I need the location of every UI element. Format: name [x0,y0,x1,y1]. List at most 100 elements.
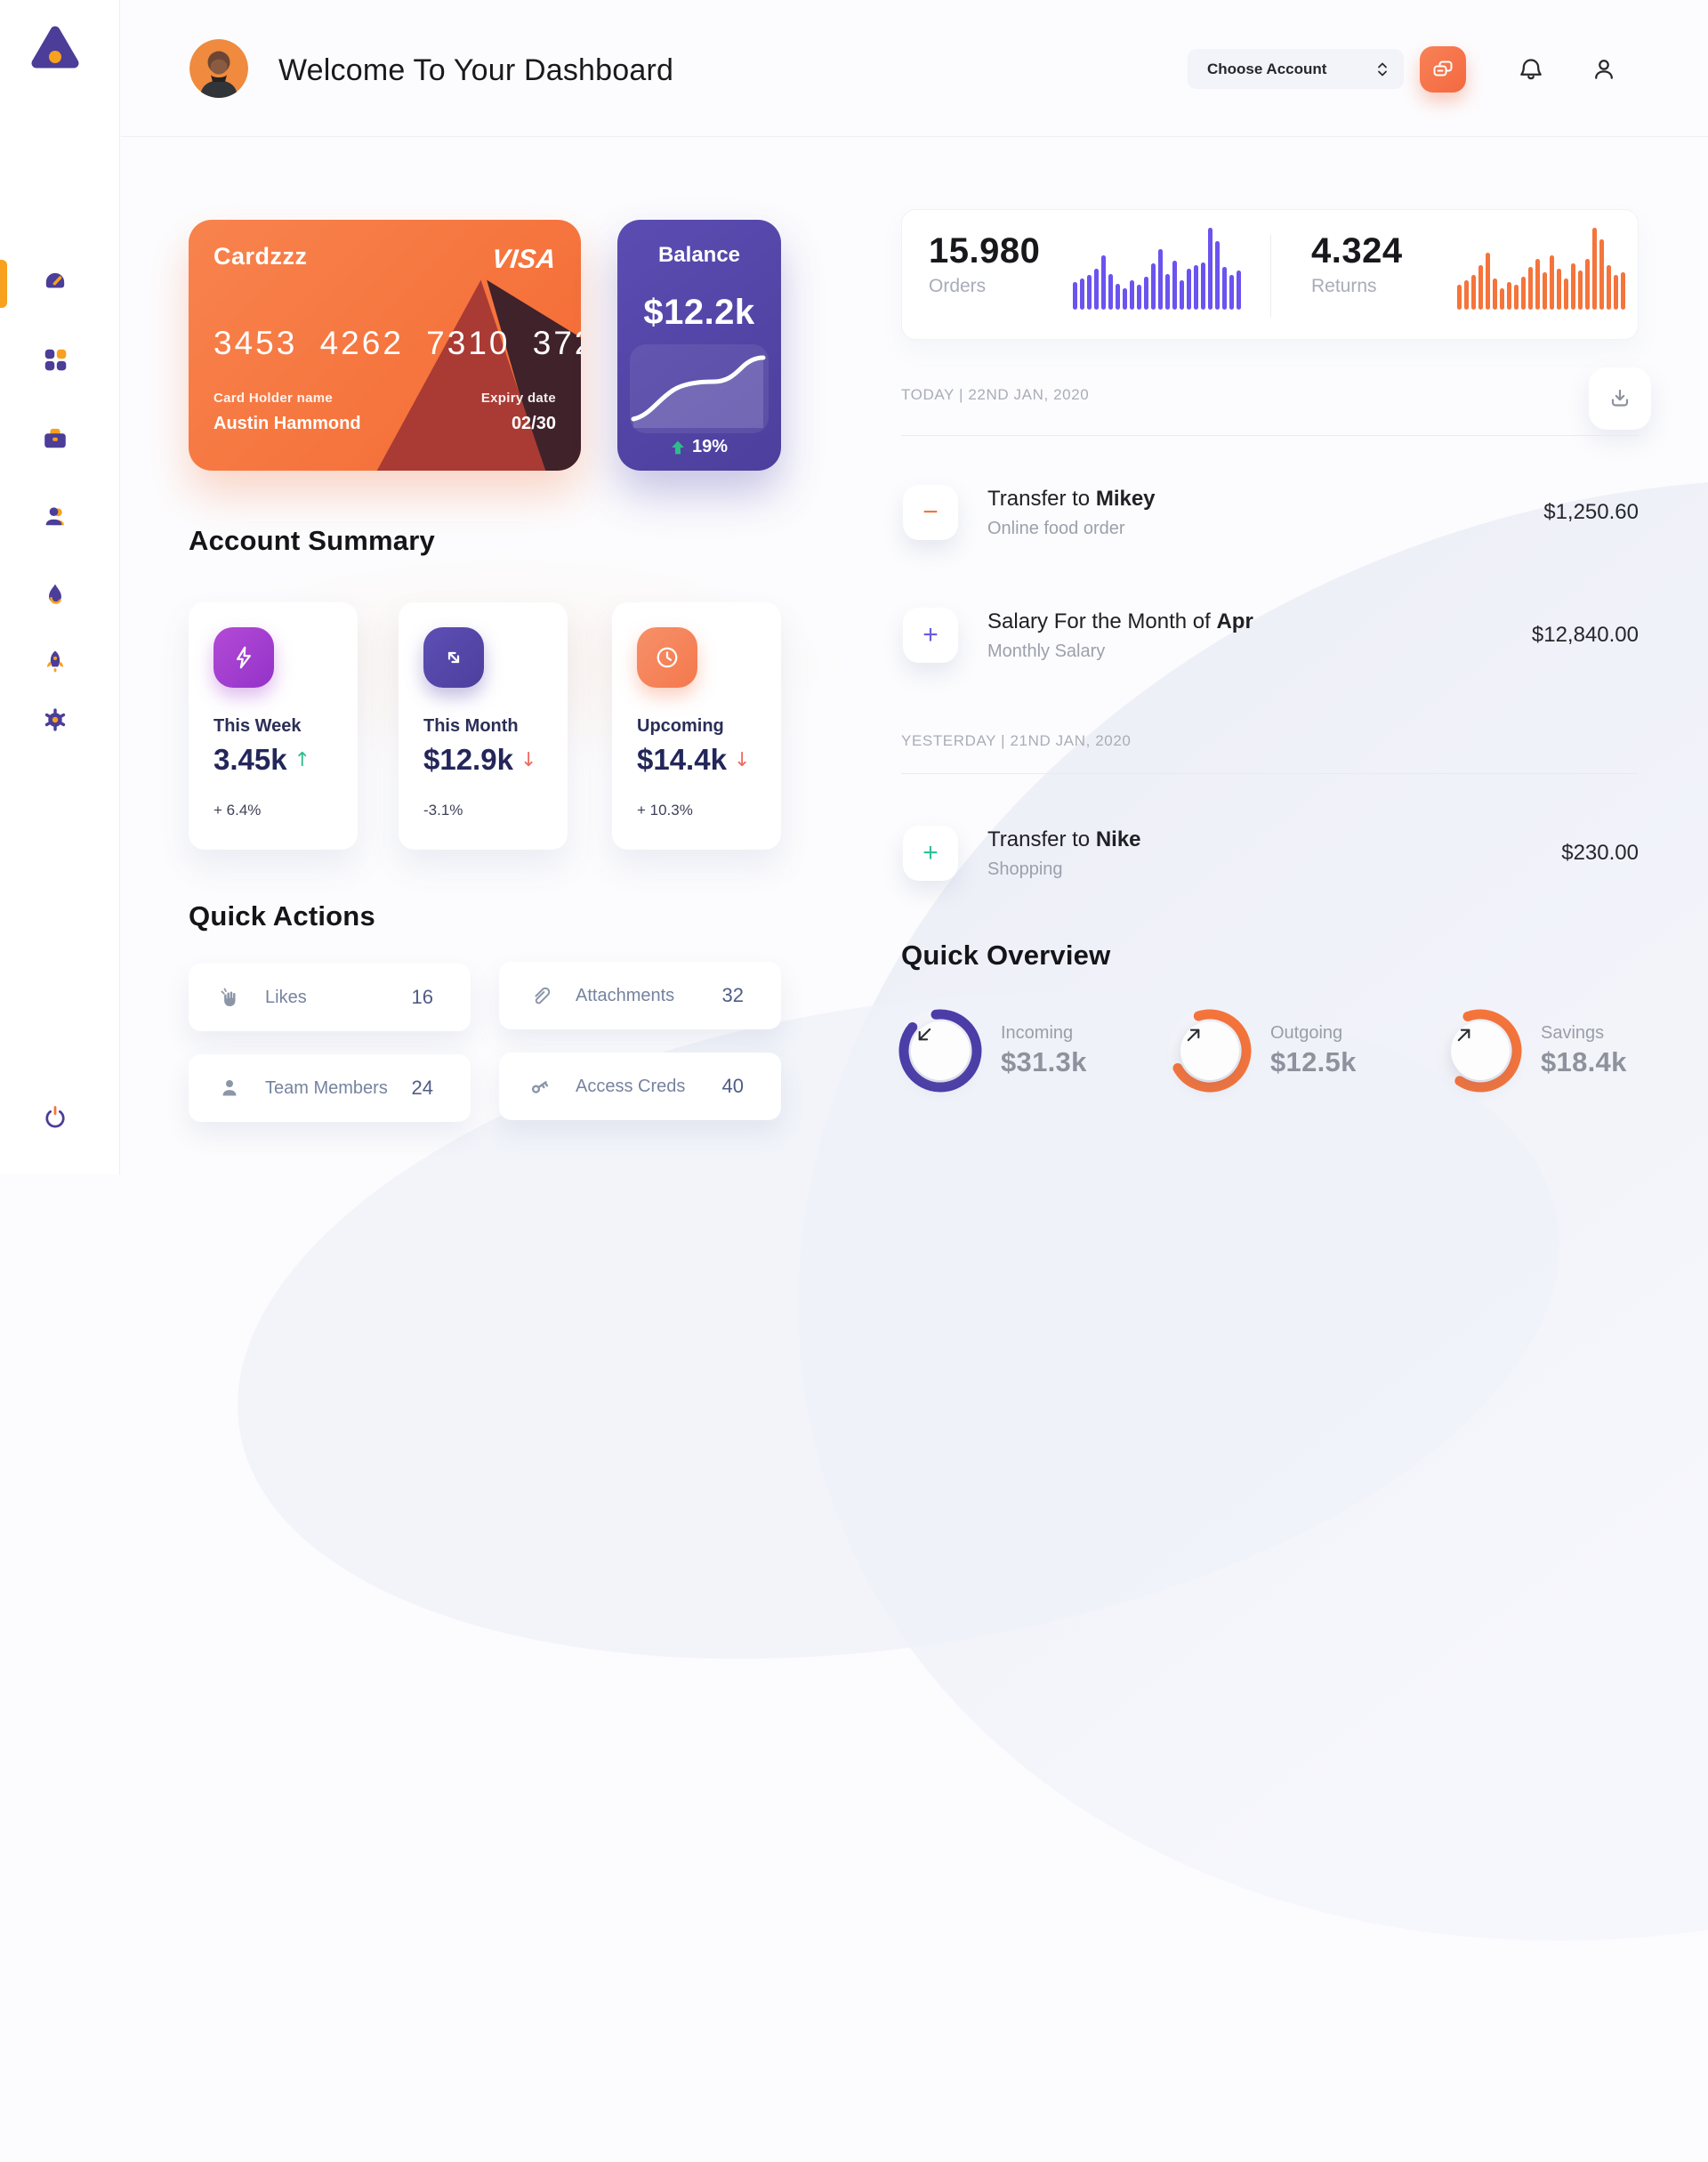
credit-card: Cardzzz VISA 3453 4262 7310 3728 Card Ho… [189,220,581,471]
overview-value: $18.4k [1541,1046,1627,1077]
balance-change: 19% [617,437,781,457]
quick-action-team-members[interactable]: Team Members 24 [189,1054,471,1122]
power-icon [45,1106,65,1128]
flame-icon [49,584,61,604]
sidebar [0,0,120,1174]
card-name: Cardzzz [214,243,308,270]
briefcase-icon [44,428,66,448]
user-icon [1595,60,1613,79]
sidebar-item-trending[interactable] [42,582,68,609]
divider [901,773,1639,774]
summary-change: -3.1% [423,802,463,819]
clock-icon [657,647,678,668]
user-avatar[interactable] [189,39,248,98]
progress-ring [1438,1009,1522,1093]
balance-label: Balance [657,243,741,267]
ring-inner-circle [1451,1021,1510,1080]
returns-bar-chart [1457,228,1626,310]
transaction-subtitle: Shopping [987,859,1063,879]
transaction-subtitle: Monthly Salary [987,641,1106,661]
notifications-button[interactable] [1518,56,1544,83]
speedometer-icon [45,272,65,288]
sidebar-item-launch[interactable] [42,649,68,675]
overview-text: Outgoing $12.5k [1270,1023,1357,1078]
account-summary-title: Account Summary [189,525,435,556]
divider [901,435,1639,436]
orders-label: Orders [929,276,987,296]
person-icon [222,1080,237,1096]
diagonal-arrows-icon [447,651,460,664]
card-number: 3453 4262 7310 3728 [214,325,581,361]
summary-value-text: 3.45k [214,743,287,776]
transaction-subtitle: Online food order [987,518,1125,538]
transaction-row[interactable]: + Transfer to Nike Shopping $230.00 [903,826,1639,881]
quick-action-attachments[interactable]: Attachments 32 [499,962,781,1029]
download-button[interactable] [1589,367,1651,430]
quick-action-count: 16 [411,986,433,1008]
sidebar-item-settings[interactable] [42,706,68,733]
arrow-up-right-icon [1187,1029,1200,1042]
orders-bar-chart [1073,228,1242,310]
summary-value: $12.9k ↓ [423,743,536,777]
account-select[interactable]: Choose Account [1188,49,1404,89]
ring-inner-circle [911,1021,970,1080]
logout-button[interactable] [42,1103,68,1130]
overview-text: Savings $18.4k [1541,1023,1627,1078]
quick-actions-title: Quick Actions [189,900,375,932]
summary-value-text: $14.4k [637,743,727,776]
sidebar-item-portfolio[interactable] [42,425,68,452]
transaction-amount: $230.00 [1561,841,1639,865]
quick-action-count: 32 [721,984,744,1006]
sidebar-item-dashboard[interactable] [42,268,68,294]
overview-label: Outgoing [1270,1023,1343,1043]
summary-icon-tile [423,627,484,688]
lightning-icon [237,646,251,669]
chevron-up-down-icon [1378,62,1387,76]
balance-card: Balance $12.2k 19% [617,220,781,471]
quick-action-label: Attachments [576,985,675,1005]
app-logo [29,23,81,75]
profile-button[interactable] [1591,56,1617,83]
summary-card-this-week: This Week 3.45k ↑ + 6.4% [189,602,358,850]
balance-change-pct: 19% [691,437,729,456]
quick-action-likes[interactable]: Likes 16 [189,964,471,1031]
balance-line-chart [631,355,766,428]
ring-inner-circle [1180,1021,1239,1080]
quick-overview-title: Quick Overview [901,940,1111,971]
active-nav-indicator [0,260,7,308]
summary-icon-tile [214,627,274,688]
plus-icon: + [903,826,958,881]
progress-ring [1168,1009,1252,1093]
outgoing-ring [1167,1008,1253,1093]
triangle-logo-icon [31,26,79,69]
messages-button[interactable] [1420,46,1466,93]
paperclip-icon [535,987,551,1004]
summary-value: 3.45k ↑ [214,743,310,777]
quick-action-access-creds[interactable]: Access Creds 40 [499,1053,781,1120]
transaction-row[interactable]: − Transfer to Mikey Online food order $1… [903,485,1639,540]
sidebar-item-apps[interactable] [42,346,68,373]
transaction-text: Transfer to Nike Shopping [987,827,1141,880]
overview-label: Savings [1541,1023,1605,1043]
stats-divider [1270,235,1271,317]
card-holder-name: Austin Hammond [214,414,361,433]
people-icon [45,507,64,526]
clap-icon [221,988,236,1006]
card-expiry-label: Expiry date [480,391,556,406]
trend-down-arrow-icon: ↓ [520,748,537,771]
balance-chart-panel [630,344,769,433]
visa-logo: VISA [490,245,558,274]
transaction-title: Transfer to Mikey [987,486,1156,511]
account-select-label: Choose Account [1207,60,1327,77]
transaction-text: Salary For the Month of Apr Monthly Sala… [987,609,1253,662]
overview-text: Incoming $31.3k [1001,1023,1087,1078]
summary-value-text: $12.9k [423,743,513,776]
transaction-row[interactable]: + Salary For the Month of Apr Monthly Sa… [903,608,1639,663]
arrow-up-icon [672,440,684,454]
page-title: Welcome To Your Dashboard [278,53,674,87]
sidebar-item-contacts[interactable] [42,504,68,530]
progress-ring [898,1009,982,1093]
arrow-down-left-icon [918,1028,931,1041]
gear-icon [44,708,66,731]
